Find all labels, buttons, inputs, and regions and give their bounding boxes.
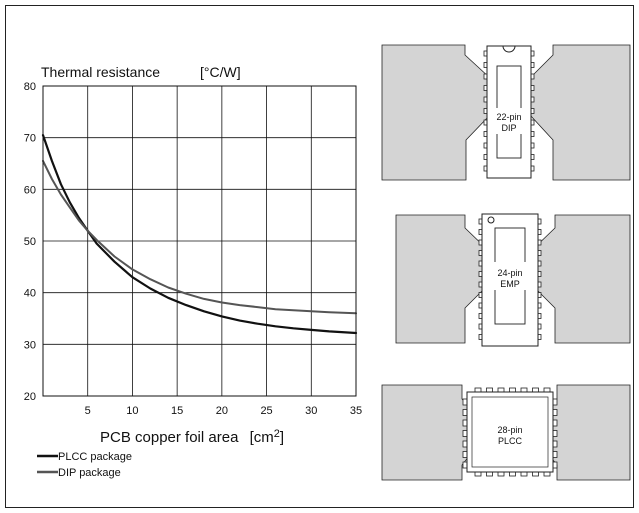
y-tick-label: 20	[24, 391, 36, 403]
x-axis-unit: [cm	[250, 429, 274, 446]
y-tick-label: 80	[24, 81, 36, 93]
x-axis-title: PCB copper foil area [cm2]	[100, 428, 284, 446]
dip-label-type: DIP	[501, 123, 516, 133]
x-tick-labels: 5 10 15 20 25 30 35	[85, 405, 362, 417]
plcc-label-pins: 28-pin	[497, 425, 522, 435]
x-tick-label: 30	[305, 405, 317, 417]
plcc-die-pad	[471, 396, 549, 468]
y-axis-title: Thermal resistance	[41, 64, 160, 80]
y-axis-unit: [°C/W]	[200, 64, 241, 80]
x-tick-label: 20	[216, 405, 228, 417]
dip-22-pin-diagram: 22-pin DIP	[381, 44, 631, 181]
x-axis-label: PCB copper foil area	[100, 429, 239, 446]
legend-item-plcc: PLCC package	[37, 451, 132, 463]
plot-frame	[42, 85, 357, 397]
dip-label-bg	[489, 108, 529, 134]
legend-label-dip: DIP package	[58, 467, 121, 479]
emp-label-bg	[487, 262, 533, 290]
x-tick-label: 15	[171, 405, 183, 417]
x-tick-label: 10	[126, 405, 138, 417]
legend-item-dip: DIP package	[37, 467, 121, 479]
thermal-resistance-chart: Thermal resistance [°C/W] 20 30 40 50 60 70 80…	[24, 64, 362, 479]
y-tick-label: 60	[24, 184, 36, 196]
plcc-28-pin-diagram: 28-pin PLCC	[381, 384, 631, 481]
emp-pin1-dot	[487, 216, 495, 224]
legend-label-plcc: PLCC package	[58, 451, 132, 463]
series-line-dip	[42, 159, 357, 315]
plcc-body	[466, 391, 554, 473]
x-tick-label: 25	[260, 405, 272, 417]
emp-label-type: EMP	[500, 279, 520, 289]
plcc-label-type: PLCC	[498, 436, 523, 446]
y-tick-label: 70	[24, 133, 36, 145]
dip-label-pins: 22-pin	[496, 112, 521, 122]
dip-notch	[502, 45, 516, 53]
series-line-plcc	[41, 134, 358, 335]
y-tick-label: 30	[24, 339, 36, 351]
legend: PLCC package DIP package	[37, 451, 132, 479]
copper-foil-right	[548, 384, 631, 481]
x-axis-unit-close: ]	[280, 429, 284, 446]
x-axis-unit-superscript: 2	[274, 428, 280, 440]
x-tick-label: 5	[85, 405, 91, 417]
y-tick-labels: 20 30 40 50 60 70 80	[24, 81, 36, 403]
y-tick-label: 50	[24, 236, 36, 248]
copper-foil-left	[381, 384, 471, 481]
x-tick-label: 35	[350, 405, 362, 417]
grid	[43, 86, 356, 396]
emp-24-pin-diagram: 24-pin EMP	[395, 213, 631, 347]
y-tick-label: 40	[24, 288, 36, 300]
series-lines	[41, 134, 358, 335]
emp-label-pins: 24-pin	[497, 268, 522, 278]
